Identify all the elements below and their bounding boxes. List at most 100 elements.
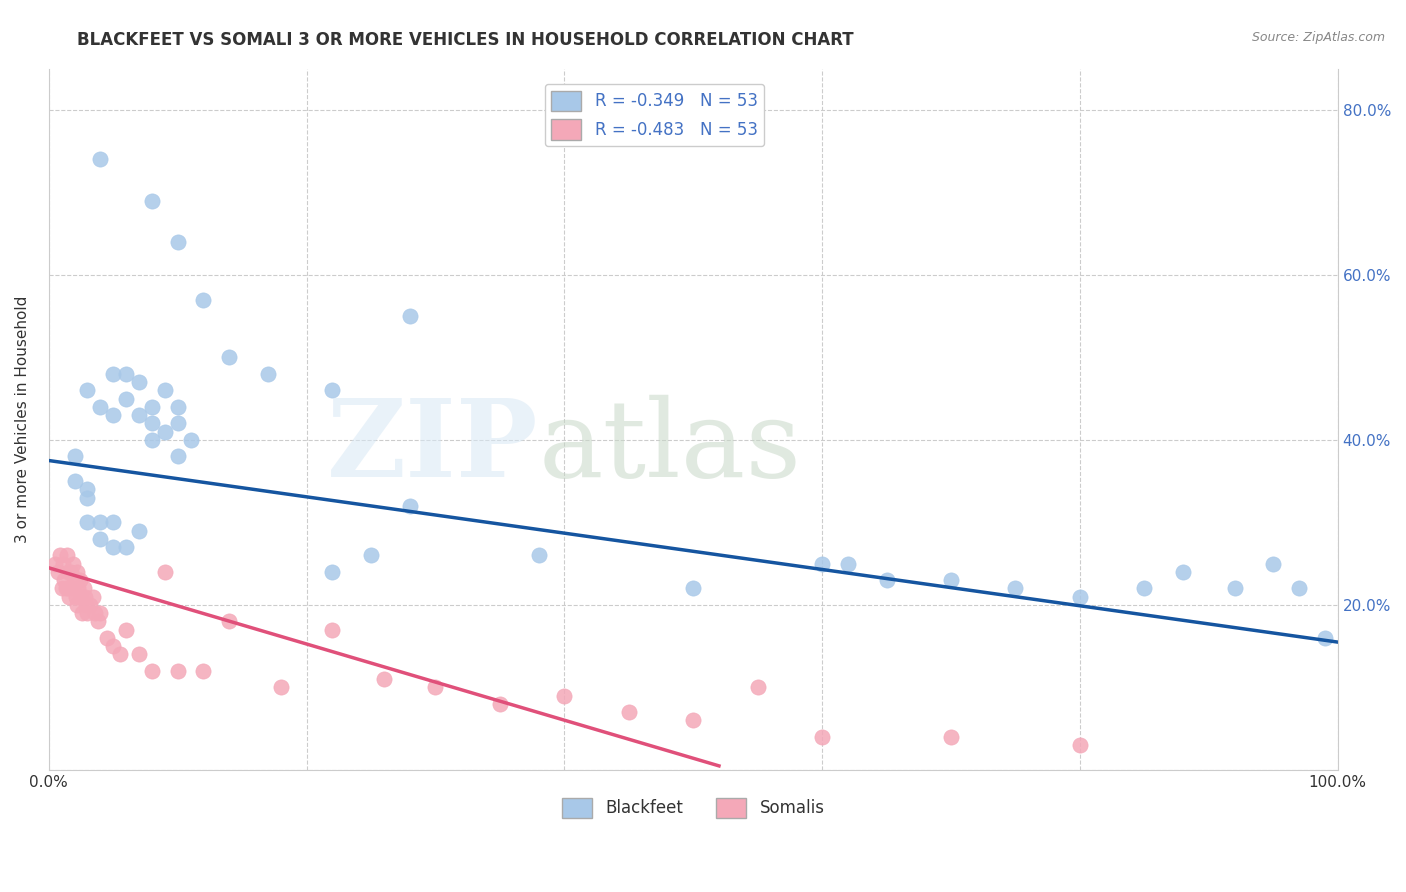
Point: [56, 582, 79, 596]
Point: [1133, 582, 1156, 596]
Point: [115, 367, 138, 381]
Point: [141, 417, 163, 431]
Point: [55, 582, 77, 596]
Point: [166, 664, 188, 678]
Point: [1069, 738, 1091, 752]
Point: [939, 573, 962, 587]
Point: [103, 516, 125, 530]
Point: [141, 433, 163, 447]
Text: BLACKFEET VS SOMALI 3 OR MORE VEHICLES IN HOUSEHOLD CORRELATION CHART: BLACKFEET VS SOMALI 3 OR MORE VEHICLES I…: [77, 31, 853, 49]
Point: [79, 598, 101, 612]
Point: [876, 573, 898, 587]
Point: [321, 565, 343, 579]
Point: [141, 664, 163, 678]
Point: [62, 557, 84, 571]
Point: [153, 384, 176, 398]
Point: [59, 565, 82, 579]
Point: [166, 235, 188, 249]
Point: [553, 689, 575, 703]
Point: [811, 730, 834, 744]
Point: [166, 450, 188, 464]
Point: [1171, 565, 1194, 579]
Point: [837, 557, 859, 571]
Point: [76, 516, 98, 530]
Point: [153, 565, 176, 579]
Point: [51, 582, 73, 596]
Point: [1004, 582, 1026, 596]
Point: [218, 351, 240, 365]
Point: [128, 408, 150, 422]
Point: [72, 606, 94, 620]
Y-axis label: 3 or more Vehicles in Household: 3 or more Vehicles in Household: [15, 295, 30, 543]
Point: [811, 557, 834, 571]
Point: [76, 384, 98, 398]
Point: [1288, 582, 1310, 596]
Point: [56, 549, 79, 563]
Point: [270, 681, 292, 695]
Point: [66, 565, 89, 579]
Point: [89, 516, 111, 530]
Point: [321, 623, 343, 637]
Point: [58, 590, 80, 604]
Point: [49, 549, 72, 563]
Point: [76, 606, 98, 620]
Point: [63, 474, 86, 488]
Point: [84, 606, 107, 620]
Point: [67, 582, 90, 596]
Point: [82, 590, 104, 604]
Point: [360, 549, 382, 563]
Point: [76, 483, 98, 497]
Point: [527, 549, 550, 563]
Point: [75, 598, 97, 612]
Point: [103, 540, 125, 554]
Point: [257, 367, 280, 381]
Point: [166, 400, 188, 414]
Point: [682, 714, 704, 728]
Point: [115, 392, 138, 406]
Point: [53, 573, 76, 587]
Point: [193, 664, 215, 678]
Point: [153, 425, 176, 439]
Point: [65, 590, 87, 604]
Point: [128, 375, 150, 389]
Point: [1313, 631, 1336, 645]
Text: ZIP: ZIP: [328, 394, 538, 500]
Text: Source: ZipAtlas.com: Source: ZipAtlas.com: [1251, 31, 1385, 45]
Point: [321, 384, 343, 398]
Point: [747, 681, 769, 695]
Point: [1263, 557, 1285, 571]
Point: [180, 433, 202, 447]
Point: [682, 582, 704, 596]
Point: [63, 450, 86, 464]
Point: [425, 681, 447, 695]
Point: [70, 590, 93, 604]
Point: [115, 540, 138, 554]
Point: [87, 615, 110, 629]
Point: [66, 598, 89, 612]
Point: [52, 557, 75, 571]
Point: [489, 697, 512, 711]
Point: [44, 557, 66, 571]
Point: [89, 153, 111, 167]
Point: [141, 400, 163, 414]
Point: [141, 194, 163, 208]
Point: [617, 705, 640, 719]
Point: [89, 532, 111, 546]
Point: [128, 648, 150, 662]
Point: [69, 573, 91, 587]
Point: [108, 648, 131, 662]
Point: [103, 367, 125, 381]
Point: [128, 524, 150, 538]
Point: [103, 408, 125, 422]
Point: [166, 417, 188, 431]
Point: [56, 565, 79, 579]
Legend: Blackfeet, Somalis: Blackfeet, Somalis: [555, 791, 831, 825]
Point: [72, 582, 94, 596]
Point: [218, 615, 240, 629]
Point: [96, 631, 118, 645]
Point: [115, 623, 138, 637]
Point: [89, 400, 111, 414]
Point: [60, 582, 83, 596]
Point: [89, 606, 111, 620]
Point: [373, 672, 395, 686]
